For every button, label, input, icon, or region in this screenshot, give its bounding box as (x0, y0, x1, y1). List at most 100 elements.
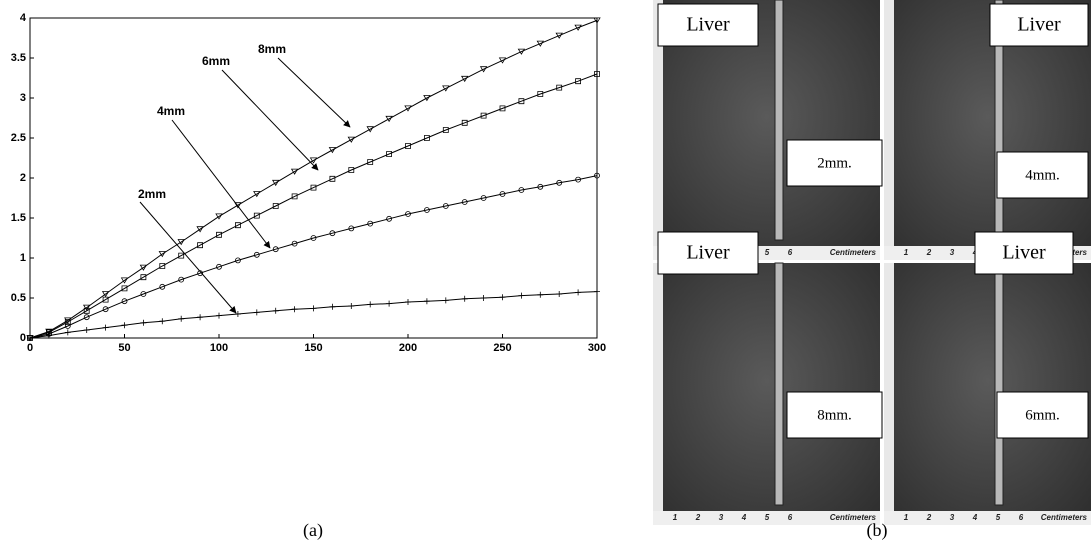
marker (196, 226, 204, 233)
marker (423, 95, 431, 102)
marker (479, 66, 488, 73)
marker (101, 291, 110, 298)
size-label: 8mm. (817, 407, 852, 423)
marker (234, 257, 241, 264)
marker (102, 324, 109, 331)
marker (121, 322, 128, 329)
x-tick-label: 250 (493, 342, 511, 354)
series-label: 4mm (157, 104, 185, 118)
caption: (a) (303, 520, 323, 541)
marker (405, 299, 411, 305)
series-label: 2mm (138, 187, 166, 201)
marker (253, 191, 261, 198)
marker (480, 195, 487, 201)
y-tick-label: 2.5 (11, 132, 26, 144)
marker (536, 40, 545, 47)
size-box (996, 151, 1089, 199)
marker (498, 57, 507, 64)
ruler-strip (653, 263, 663, 525)
marker (290, 168, 299, 175)
label-box (657, 3, 759, 47)
marker (461, 119, 468, 126)
marker (235, 222, 241, 229)
marker (442, 85, 450, 92)
marker (216, 312, 222, 319)
marker (329, 230, 336, 237)
marker (159, 283, 166, 290)
marker (461, 295, 468, 302)
marker (329, 303, 336, 310)
x-tick-label: 150 (304, 342, 322, 354)
series-label: 6mm (202, 54, 230, 68)
marker (140, 291, 147, 297)
ruler-tick-label: 4 (741, 513, 747, 522)
ruler-tick-label: 5 (996, 513, 1001, 522)
marker (460, 75, 469, 83)
size-box (786, 391, 883, 439)
size-box (786, 139, 883, 187)
ruler-tick-label: 1 (904, 513, 909, 522)
size-label: 2mm. (817, 155, 852, 171)
marker (461, 199, 468, 205)
ruler-tick-label: 6 (788, 513, 793, 522)
marker (442, 127, 449, 133)
marker (234, 311, 241, 317)
marker (593, 17, 601, 24)
size-box (996, 391, 1089, 439)
arrow (139, 201, 237, 314)
y-tick-label: 4 (20, 12, 27, 24)
marker (347, 136, 356, 143)
marker (556, 84, 563, 91)
marker (555, 32, 563, 39)
marker (518, 292, 525, 299)
marker (102, 296, 109, 303)
marker (404, 105, 412, 112)
ruler-tick-label: 5 (765, 248, 770, 257)
marker (26, 335, 34, 342)
marker (82, 304, 91, 311)
series-line (29, 73, 598, 339)
marker (423, 298, 430, 305)
marker (253, 309, 260, 316)
marker (272, 307, 279, 314)
marker (499, 294, 506, 301)
marker (45, 328, 53, 335)
series-line (29, 175, 598, 339)
marker (480, 112, 487, 119)
marker (177, 239, 185, 246)
organ-label: Liver (1002, 242, 1046, 264)
line-chart: 0 50 100 150 200 250 300 0 0.5 1 1.5 2 2.5 3 3.5 4 2mm 4m… (11, 12, 606, 354)
series-line (29, 291, 598, 339)
ruler-tick-label: 4 (972, 513, 978, 522)
marker (121, 285, 128, 292)
x-tick-label: 0 (27, 342, 33, 354)
marker (234, 202, 242, 209)
arrow (171, 119, 271, 249)
marker (518, 187, 525, 193)
marker (386, 215, 393, 222)
marker (537, 291, 544, 298)
ruler-strip (884, 0, 894, 260)
marker (442, 203, 449, 209)
marker (310, 305, 317, 312)
marker (253, 212, 260, 219)
marker (140, 319, 147, 326)
marker (367, 220, 374, 227)
x-tick-label: 100 (210, 342, 228, 354)
marker (594, 172, 600, 179)
plot-frame (29, 17, 598, 339)
marker (291, 306, 298, 313)
marker (178, 315, 185, 322)
marker (139, 264, 148, 271)
marker (64, 317, 72, 324)
marker (518, 98, 525, 105)
needle (774, 262, 784, 506)
marker (216, 231, 222, 238)
size-label: 4mm. (1025, 167, 1060, 183)
size-label: 6mm. (1025, 407, 1060, 423)
marker (46, 329, 52, 336)
marker (197, 270, 204, 277)
ruler-unit: Centimeters (830, 248, 877, 257)
marker (442, 297, 449, 304)
ruler-strip (653, 0, 663, 260)
